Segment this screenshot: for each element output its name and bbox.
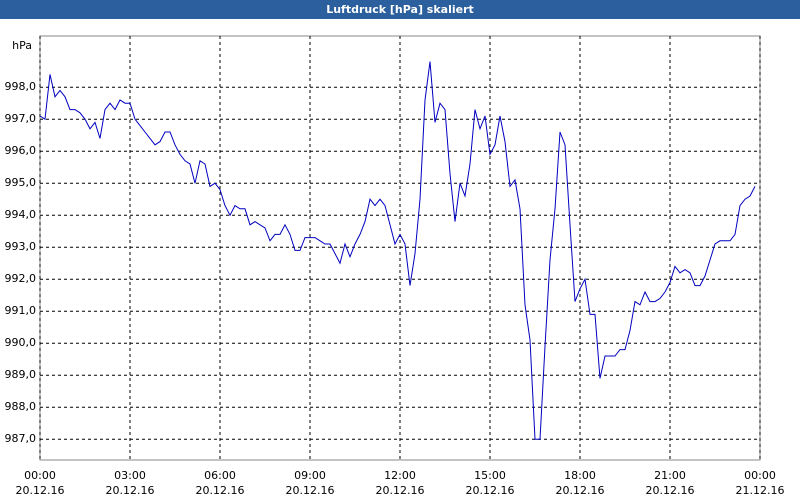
x-tick-label: 09:00	[294, 469, 326, 482]
x-tick-label: 12:00	[384, 469, 416, 482]
x-tick-label: 03:00	[114, 469, 146, 482]
y-tick-label: 997,0	[5, 112, 37, 125]
y-tick-label: 993,0	[5, 240, 37, 253]
y-tick-label: 988,0	[5, 400, 37, 413]
y-tick-label: 991,0	[5, 304, 37, 317]
y-axis-label: hPa	[12, 39, 32, 52]
x-tick-date: 21.12.16	[736, 484, 785, 497]
y-tick-label: 990,0	[5, 336, 37, 349]
y-tick-label: 992,0	[5, 272, 37, 285]
y-tick-label: 989,0	[5, 368, 37, 381]
x-tick-date: 20.12.16	[106, 484, 155, 497]
x-tick-label: 21:00	[654, 469, 686, 482]
title-bar	[0, 0, 800, 19]
y-tick-label: 995,0	[5, 176, 37, 189]
x-tick-label: 00:00	[744, 469, 776, 482]
y-tick-label: 996,0	[5, 144, 37, 157]
x-tick-date: 20.12.16	[556, 484, 605, 497]
y-tick-label: 998,0	[5, 80, 37, 93]
x-tick-label: 18:00	[564, 469, 596, 482]
x-tick-label: 06:00	[204, 469, 236, 482]
x-tick-date: 20.12.16	[196, 484, 245, 497]
chart-title: Luftdruck [hPa] skaliert	[326, 3, 474, 16]
x-tick-date: 20.12.16	[646, 484, 695, 497]
data-line	[39, 61, 756, 440]
x-tick-date: 20.12.16	[376, 484, 425, 497]
x-tick-date: 20.12.16	[286, 484, 335, 497]
x-tick-label: 15:00	[474, 469, 506, 482]
y-tick-label: 994,0	[5, 208, 37, 221]
x-tick-label: 00:00	[24, 469, 56, 482]
x-tick-date: 20.12.16	[16, 484, 65, 497]
y-tick-label: 987,0	[5, 432, 37, 445]
x-tick-date: 20.12.16	[466, 484, 515, 497]
